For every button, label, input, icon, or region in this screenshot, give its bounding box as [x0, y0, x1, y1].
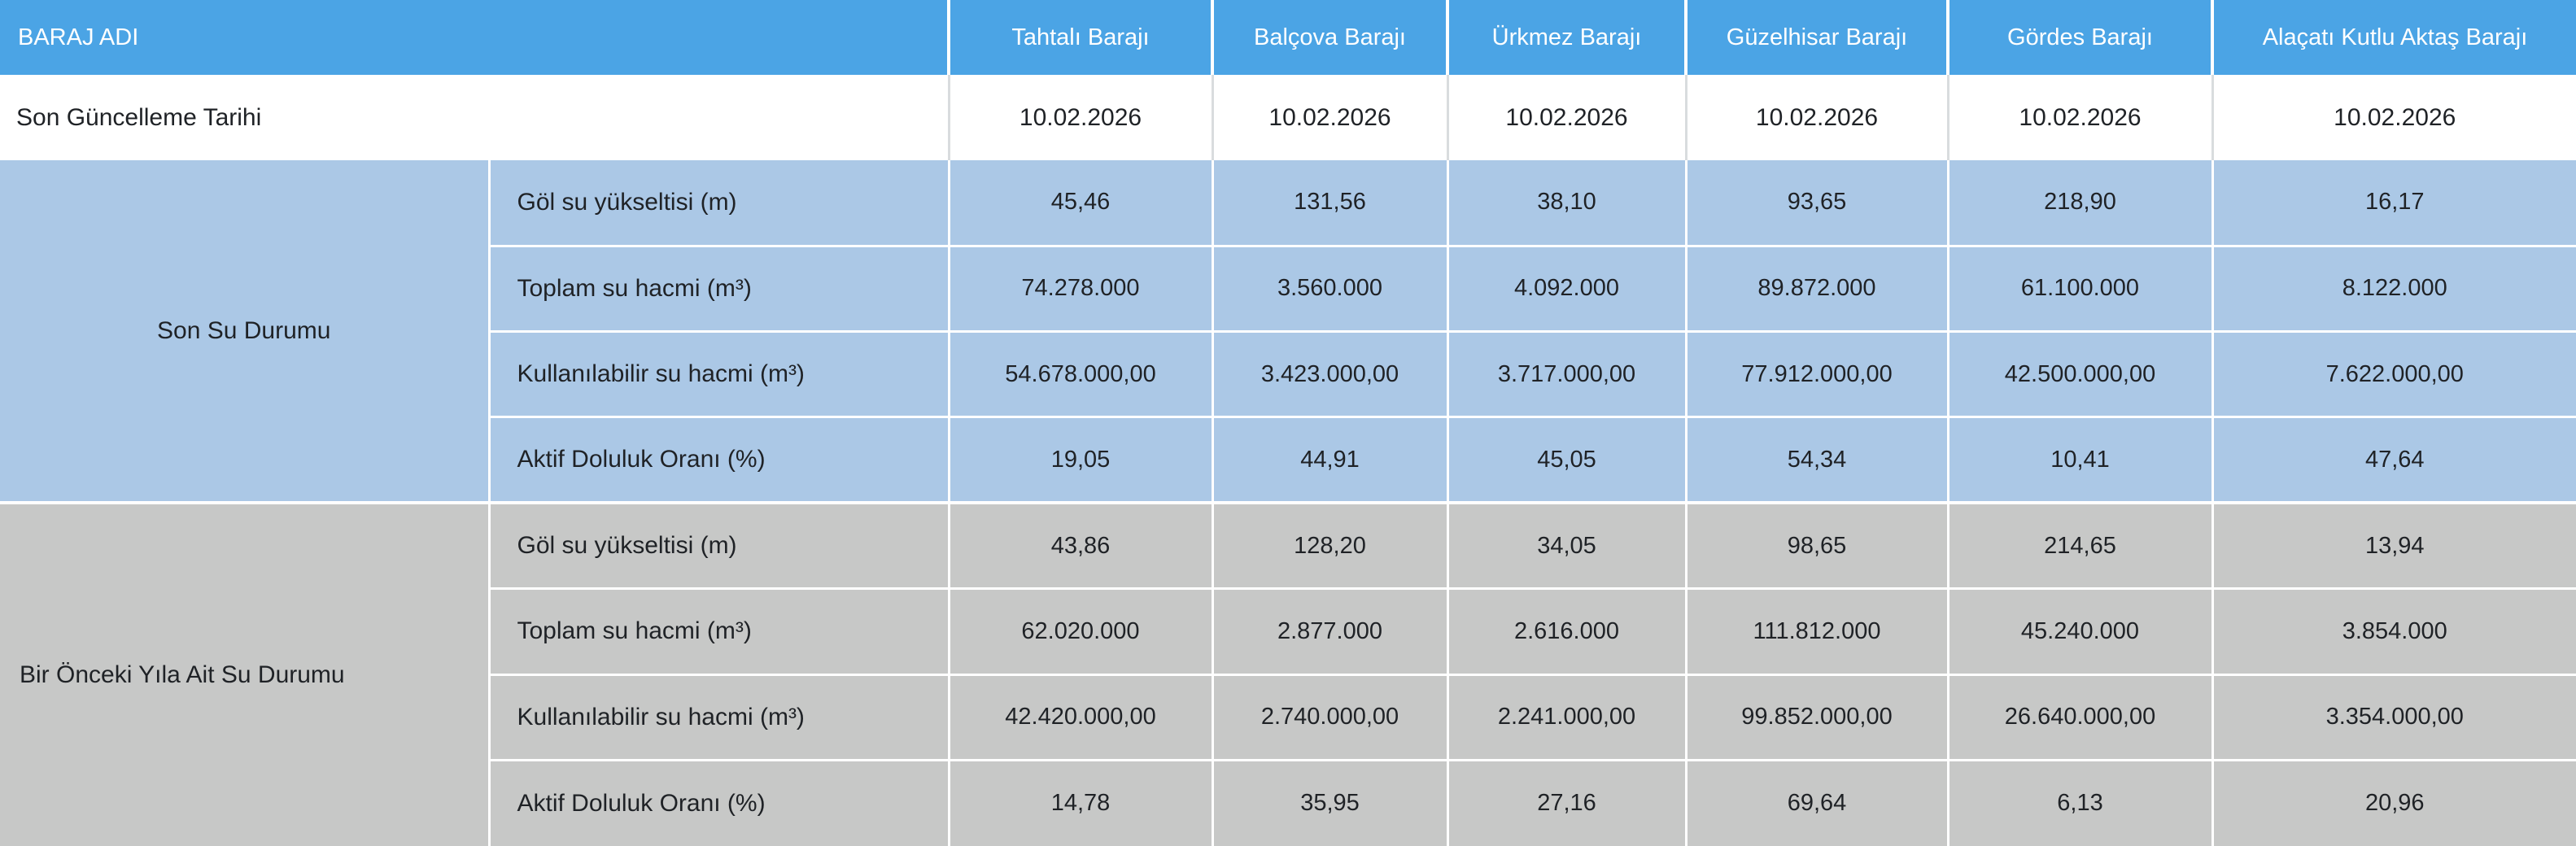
- table-row: Aktif Doluluk Oranı (%) 19,05 44,91 45,0…: [0, 416, 2576, 504]
- value-cell: 93,65: [1684, 159, 1948, 246]
- table-header-row: BARAJ ADI Tahtalı Barajı Balçova Barajı …: [0, 0, 2576, 76]
- value-cell: 3.854.000: [2211, 587, 2576, 675]
- metric-label: Aktif Doluluk Oranı (%): [487, 416, 949, 504]
- table-row: Kullanılabilir su hacmi (m³) 42.420.000,…: [0, 673, 2576, 761]
- value-cell: 54.678.000,00: [947, 330, 1212, 417]
- value-cell: 45,46: [947, 159, 1212, 246]
- table-row: Aktif Doluluk Oranı (%) 14,78 35,95 27,1…: [0, 758, 2576, 846]
- value-cell: 3.354.000,00: [2211, 673, 2576, 761]
- update-date-label: Son Güncelleme Tarihi: [0, 75, 949, 160]
- column-header-gordes: Gördes Barajı: [1946, 0, 2212, 76]
- value-cell: 89.872.000: [1684, 244, 1948, 332]
- metric-label: Toplam su hacmi (m³): [487, 587, 949, 675]
- value-cell: 131,56: [1211, 159, 1447, 246]
- value-cell: 47,64: [2211, 416, 2576, 504]
- value-cell: 35,95: [1211, 758, 1447, 846]
- update-date-value: 10.02.2026: [1946, 75, 2212, 160]
- table-row: Bir Önceki Yıla Ait Su Durumu Göl su yük…: [0, 501, 2576, 846]
- table-row: Son Su Durumu Göl su yükseltisi (m) 45,4…: [0, 159, 2576, 504]
- value-cell: 99.852.000,00: [1684, 673, 1948, 761]
- metric-label: Göl su yükseltisi (m): [487, 159, 949, 246]
- value-cell: 8.122.000: [2211, 244, 2576, 332]
- column-header-balcova: Balçova Barajı: [1211, 0, 1447, 76]
- value-cell: 34,05: [1446, 501, 1686, 589]
- baraj-adi-header: BARAJ ADI: [0, 0, 949, 76]
- value-cell: 4.092.000: [1446, 244, 1686, 332]
- value-cell: 7.622.000,00: [2211, 330, 2576, 417]
- value-cell: 3.423.000,00: [1211, 330, 1447, 417]
- metric-label: Toplam su hacmi (m³): [487, 244, 949, 332]
- value-cell: 128,20: [1211, 501, 1447, 589]
- value-cell: 44,91: [1211, 416, 1447, 504]
- metric-label: Kullanılabilir su hacmi (m³): [487, 673, 949, 761]
- value-cell: 13,94: [2211, 501, 2576, 589]
- value-cell: 19,05: [947, 416, 1212, 504]
- value-cell: 2.616.000: [1446, 587, 1686, 675]
- table-row: Kullanılabilir su hacmi (m³) 54.678.000,…: [0, 330, 2576, 417]
- value-cell: 2.877.000: [1211, 587, 1447, 675]
- value-cell: 2.740.000,00: [1211, 673, 1447, 761]
- value-cell: 218,90: [1946, 159, 2212, 246]
- value-cell: 74.278.000: [947, 244, 1212, 332]
- column-header-urkmez: Ürkmez Barajı: [1446, 0, 1686, 76]
- value-cell: 98,65: [1684, 501, 1948, 589]
- metric-label: Kullanılabilir su hacmi (m³): [487, 330, 949, 417]
- value-cell: 38,10: [1446, 159, 1686, 246]
- value-cell: 26.640.000,00: [1946, 673, 2212, 761]
- value-cell: 61.100.000: [1946, 244, 2212, 332]
- value-cell: 42.420.000,00: [947, 673, 1212, 761]
- table-row: Toplam su hacmi (m³) 62.020.000 2.877.00…: [0, 587, 2576, 675]
- value-cell: 43,86: [947, 501, 1212, 589]
- value-cell: 10,41: [1946, 416, 2212, 504]
- update-date-value: 10.02.2026: [2211, 75, 2576, 160]
- value-cell: 69,64: [1684, 758, 1948, 846]
- table-row: Toplam su hacmi (m³) 74.278.000 3.560.00…: [0, 244, 2576, 332]
- update-date-value: 10.02.2026: [1684, 75, 1948, 160]
- column-header-guzelhisar: Güzelhisar Barajı: [1684, 0, 1948, 76]
- value-cell: 62.020.000: [947, 587, 1212, 675]
- column-header-tahtali: Tahtalı Barajı: [947, 0, 1212, 76]
- update-date-value: 10.02.2026: [947, 75, 1212, 160]
- value-cell: 3.560.000: [1211, 244, 1447, 332]
- value-cell: 45.240.000: [1946, 587, 2212, 675]
- metric-label: Aktif Doluluk Oranı (%): [487, 758, 949, 846]
- value-cell: 45,05: [1446, 416, 1686, 504]
- value-cell: 54,34: [1684, 416, 1948, 504]
- metric-label: Göl su yükseltisi (m): [487, 501, 949, 589]
- value-cell: 3.717.000,00: [1446, 330, 1686, 417]
- update-date-value: 10.02.2026: [1446, 75, 1686, 160]
- column-header-alacati: Alaçatı Kutlu Aktaş Barajı: [2211, 0, 2576, 76]
- value-cell: 20,96: [2211, 758, 2576, 846]
- value-cell: 14,78: [947, 758, 1212, 846]
- value-cell: 214,65: [1946, 501, 2212, 589]
- value-cell: 16,17: [2211, 159, 2576, 246]
- value-cell: 27,16: [1446, 758, 1686, 846]
- update-date-value: 10.02.2026: [1211, 75, 1447, 160]
- update-date-row: Son Güncelleme Tarihi 10.02.2026 10.02.2…: [0, 75, 2576, 160]
- value-cell: 6,13: [1946, 758, 2212, 846]
- section-label-current: Son Su Durumu: [0, 159, 489, 504]
- value-cell: 2.241.000,00: [1446, 673, 1686, 761]
- value-cell: 111.812.000: [1684, 587, 1948, 675]
- value-cell: 42.500.000,00: [1946, 330, 2212, 417]
- value-cell: 77.912.000,00: [1684, 330, 1948, 417]
- section-label-previous-year: Bir Önceki Yıla Ait Su Durumu: [0, 501, 489, 846]
